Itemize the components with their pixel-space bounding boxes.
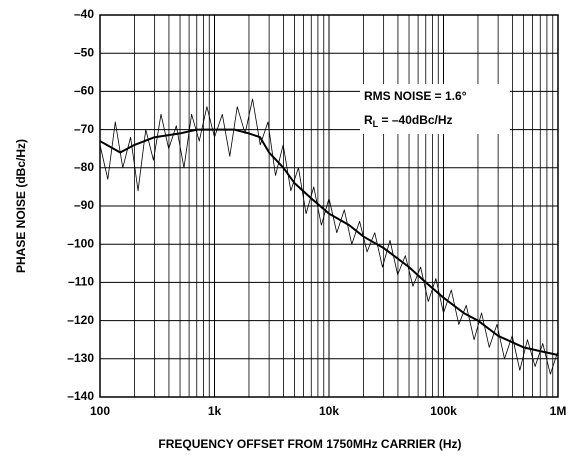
x-tick-label: 1M: [550, 404, 567, 418]
y-tick-label: –50: [74, 45, 94, 59]
y-tick-label: –140: [67, 389, 94, 403]
y-tick-label: –130: [67, 351, 94, 365]
annotation: RMS NOISE = 1.6°: [364, 89, 467, 103]
y-tick-label: –120: [67, 313, 94, 327]
y-tick-label: –70: [74, 122, 94, 136]
x-tick-label: 1k: [208, 404, 222, 418]
annotation-part: R: [364, 113, 373, 127]
y-tick-label: –110: [68, 275, 94, 289]
y-tick-label: –40: [74, 7, 94, 21]
y-tick-label: –80: [74, 160, 94, 174]
annotation-part: = –40dBc/Hz: [378, 113, 452, 127]
x-tick-label: 100: [90, 404, 110, 418]
data-line: [99, 128, 559, 356]
y-tick-label: –60: [74, 84, 94, 98]
annotation-part: L: [373, 119, 379, 129]
y-tick-label: –100: [67, 236, 94, 250]
plot-border: [99, 14, 559, 398]
y-tick-label: –90: [74, 198, 94, 212]
data-line: [99, 98, 559, 375]
x-tick-label: 100k: [430, 404, 457, 418]
x-tick-label: 10k: [319, 404, 339, 418]
y-axis-label: PHASE NOISE (dBc/Hz): [14, 139, 28, 273]
annotation-box: [360, 84, 510, 134]
annotation: RL = –40dBc/Hz: [364, 113, 453, 129]
x-axis-label: FREQUENCY OFFSET FROM 1750MHz CARRIER (H…: [158, 437, 461, 451]
